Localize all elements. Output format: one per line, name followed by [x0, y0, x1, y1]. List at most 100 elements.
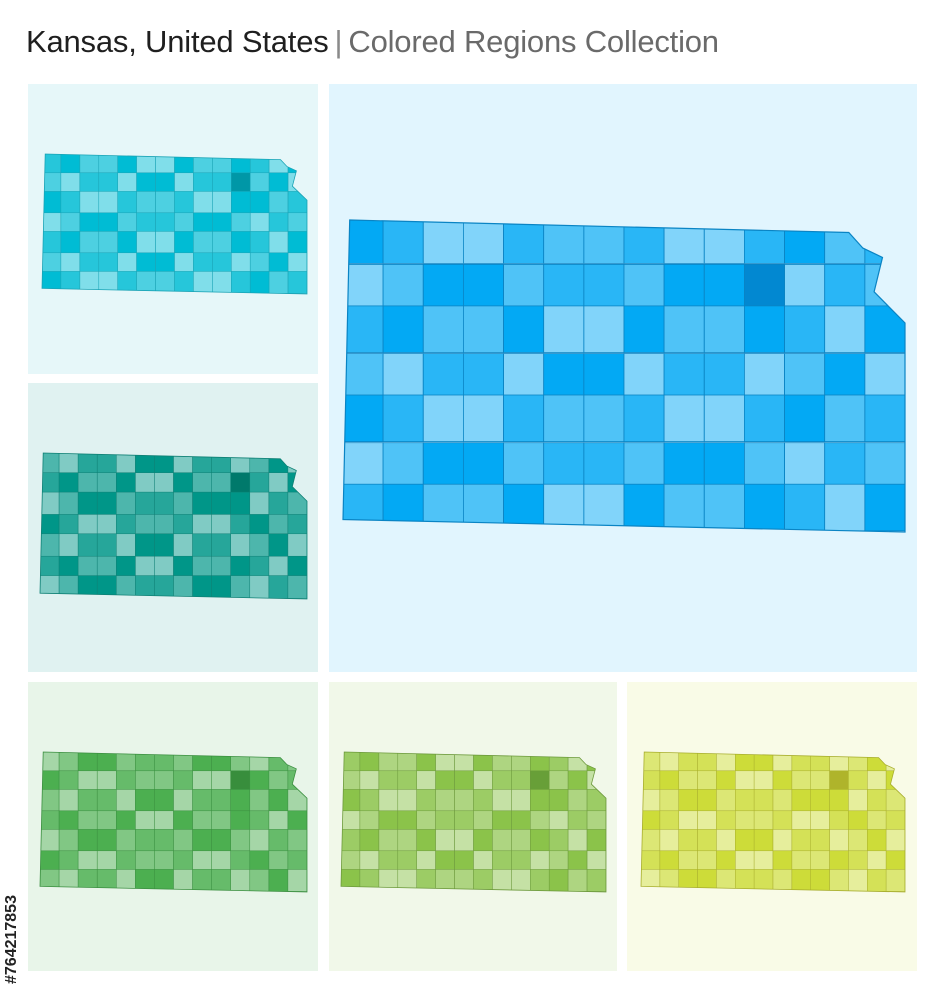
county-region [416, 752, 436, 772]
county-region [454, 829, 474, 852]
county-region [548, 789, 569, 812]
county-region [79, 231, 100, 254]
county-region [249, 869, 270, 892]
county-region [212, 154, 232, 174]
county-region [824, 442, 866, 490]
county-region [511, 789, 531, 812]
county-region [135, 789, 155, 812]
county-region [492, 789, 512, 812]
county-region [422, 442, 464, 490]
county-region [473, 752, 493, 772]
county-region [58, 491, 79, 516]
county-region [784, 305, 826, 353]
county-region [791, 829, 812, 852]
county-region [824, 263, 866, 312]
county-region [511, 752, 531, 772]
county-region [772, 752, 793, 772]
county-region [136, 191, 156, 214]
county-region [230, 533, 251, 557]
county-region [492, 829, 512, 852]
county-region [743, 353, 785, 401]
county-region [416, 789, 436, 812]
county-region [116, 533, 136, 557]
county-region [735, 789, 755, 812]
county-region [462, 220, 504, 264]
county-region [867, 752, 887, 772]
county-region [663, 353, 705, 401]
county-region [810, 869, 830, 892]
county-region [192, 491, 212, 516]
county-region [211, 829, 231, 852]
county-region [567, 869, 588, 892]
county-region [810, 829, 830, 852]
county-region [231, 191, 251, 214]
county-region [641, 829, 661, 852]
county-region [359, 869, 380, 892]
county-region [543, 353, 585, 401]
county-region [77, 491, 98, 516]
county-region [268, 789, 289, 812]
county-region [268, 271, 289, 294]
county-regions [343, 220, 905, 532]
county-region [116, 829, 136, 852]
county-region [155, 191, 175, 214]
county-region [848, 789, 868, 812]
county-region [211, 491, 231, 516]
county-region [678, 869, 698, 892]
county-region [810, 789, 830, 812]
county-region [173, 869, 193, 892]
title-subtitle: Colored Regions Collection [348, 24, 719, 59]
county-region [135, 491, 155, 516]
county-region [192, 789, 212, 812]
county-region [230, 789, 251, 812]
county-region [829, 752, 849, 772]
county-region [96, 752, 117, 772]
panel-blue-large [329, 84, 917, 672]
county-region [885, 869, 905, 892]
county-region [42, 231, 62, 254]
county-region [268, 491, 289, 516]
county-region [735, 829, 755, 852]
county-region [422, 394, 464, 442]
county-region [382, 353, 424, 401]
county-region [117, 154, 137, 174]
county-region [287, 869, 307, 892]
county-region [784, 353, 826, 401]
panel-lime [627, 682, 917, 971]
county-region [96, 491, 117, 516]
county-region [192, 869, 212, 892]
county-region [824, 483, 866, 532]
county-region [867, 789, 887, 812]
county-region [77, 869, 98, 892]
county-region [753, 869, 774, 892]
county-region [378, 829, 399, 852]
county-region [193, 191, 213, 214]
county-region [548, 829, 569, 852]
county-region [422, 220, 464, 264]
county-region [703, 394, 745, 442]
county-region [249, 752, 270, 772]
county-regions [641, 752, 905, 892]
county-region [530, 789, 550, 812]
county-region [548, 869, 569, 892]
county-region [341, 789, 361, 812]
county-region [462, 394, 504, 442]
county-region [885, 789, 905, 812]
county-region [810, 752, 830, 772]
county-region [548, 752, 569, 772]
county-region [287, 789, 307, 812]
county-region [791, 869, 812, 892]
county-region [77, 829, 98, 852]
county-region [663, 305, 705, 353]
county-region [703, 353, 745, 401]
county-region [791, 752, 812, 772]
county-region [98, 231, 118, 254]
county-region [154, 453, 174, 474]
county-region [154, 829, 174, 852]
county-region [174, 191, 194, 214]
county-region [249, 533, 270, 557]
county-region [697, 752, 717, 772]
county-region [359, 789, 380, 812]
title-separator: | [334, 24, 343, 59]
county-region [77, 789, 98, 812]
